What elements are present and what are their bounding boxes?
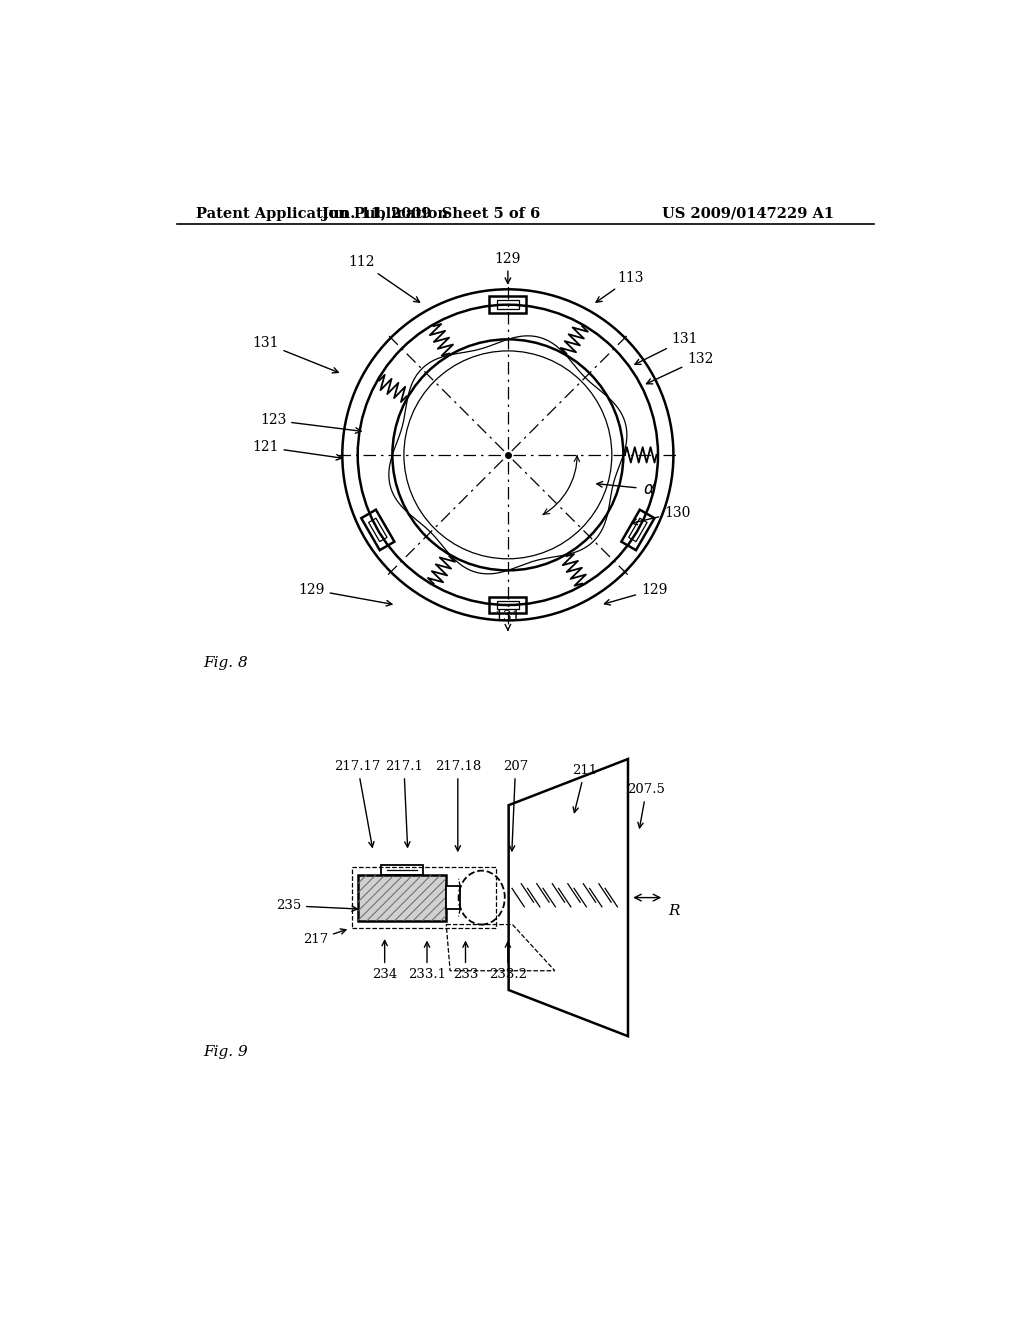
Text: Jun. 11, 2009  Sheet 5 of 6: Jun. 11, 2009 Sheet 5 of 6	[322, 207, 540, 220]
Text: 129: 129	[604, 582, 668, 605]
Text: 131: 131	[635, 333, 698, 364]
Text: 131: 131	[252, 337, 338, 374]
Text: 233.2: 233.2	[488, 942, 527, 981]
Text: 235: 235	[275, 899, 357, 912]
Text: $\alpha$: $\alpha$	[643, 480, 655, 498]
Text: 132: 132	[646, 351, 714, 384]
Polygon shape	[357, 875, 446, 921]
Text: 129: 129	[495, 252, 521, 284]
Text: 207.5: 207.5	[628, 783, 666, 828]
Text: 113: 113	[596, 271, 644, 302]
Text: 233: 233	[453, 942, 478, 981]
Text: R: R	[669, 904, 680, 919]
Text: 130: 130	[632, 506, 690, 524]
Text: Fig. 8: Fig. 8	[204, 656, 249, 669]
Text: 217.17: 217.17	[335, 760, 381, 847]
Text: 129: 129	[298, 582, 392, 606]
Text: 112: 112	[348, 255, 420, 302]
Text: Patent Application Publication: Patent Application Publication	[196, 207, 449, 220]
Text: 217.1: 217.1	[385, 760, 423, 847]
Text: 217.18: 217.18	[434, 760, 481, 851]
Text: 211: 211	[572, 764, 597, 813]
Polygon shape	[446, 886, 460, 909]
Text: 207: 207	[503, 760, 528, 851]
Text: 217: 217	[303, 929, 346, 946]
Polygon shape	[357, 875, 446, 921]
Text: 233.1: 233.1	[408, 942, 446, 981]
Text: US 2009/0147229 A1: US 2009/0147229 A1	[662, 207, 834, 220]
Text: Fig. 9: Fig. 9	[204, 1044, 249, 1059]
Text: 131: 131	[495, 610, 521, 630]
Text: 123: 123	[260, 413, 361, 433]
Text: 121: 121	[252, 440, 342, 461]
Text: 234: 234	[372, 940, 397, 981]
